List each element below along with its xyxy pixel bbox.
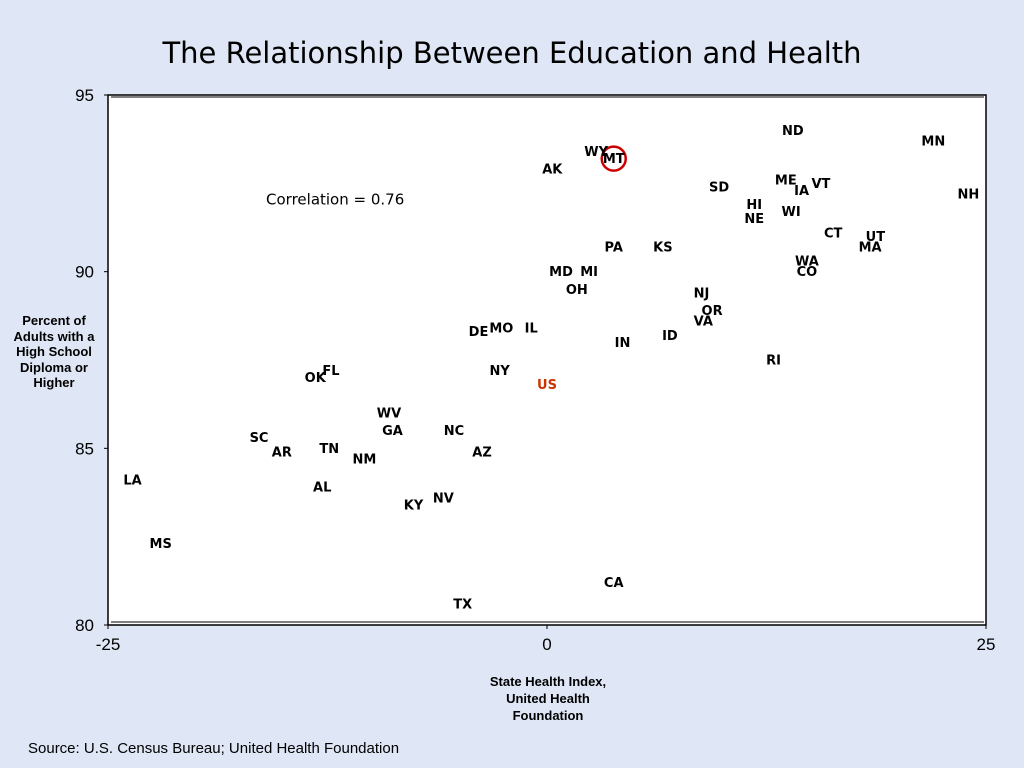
point-label-nm: NM bbox=[352, 452, 376, 467]
point-label-nc: NC bbox=[444, 424, 464, 439]
point-label-va: VA bbox=[694, 315, 713, 330]
x-tick-label: 25 bbox=[977, 635, 996, 654]
source-note: Source: U.S. Census Bureau; United Healt… bbox=[28, 740, 400, 757]
point-label-nh: NH bbox=[958, 187, 980, 202]
point-label-sc: SC bbox=[250, 431, 269, 446]
point-label-wi: WI bbox=[781, 205, 800, 220]
chart-title: The Relationship Between Education and H… bbox=[162, 36, 862, 70]
point-label-mo: MO bbox=[489, 322, 513, 337]
point-label-pa: PA bbox=[605, 240, 623, 255]
point-label-tn: TN bbox=[319, 442, 339, 457]
point-label-wa: WA bbox=[795, 255, 819, 270]
point-label-ms: MS bbox=[150, 537, 172, 552]
point-label-ak: AK bbox=[542, 163, 563, 178]
y-tick-label: 90 bbox=[75, 263, 94, 282]
point-label-nd: ND bbox=[782, 124, 804, 139]
point-label-wy: WY bbox=[584, 145, 608, 160]
point-label-co: CO bbox=[797, 265, 818, 280]
y-axis-label: Percent of Adults with a High School Dip… bbox=[2, 313, 106, 391]
x-axis-label-line: Foundation bbox=[512, 708, 584, 723]
point-label-ky: KY bbox=[404, 498, 424, 513]
y-tick-label: 95 bbox=[75, 86, 94, 105]
point-label-ca: CA bbox=[604, 576, 624, 591]
x-axis-label-line: United Health bbox=[506, 691, 590, 706]
x-axis-label: State Health Index, United Health Founda… bbox=[448, 673, 648, 724]
point-label-mt: MT bbox=[603, 152, 625, 167]
point-label-ny: NY bbox=[489, 364, 510, 379]
point-label-or: OR bbox=[702, 304, 723, 319]
y-axis-label-line: High School bbox=[16, 344, 92, 359]
point-label-ks: KS bbox=[653, 240, 672, 255]
point-label-md: MD bbox=[549, 265, 573, 280]
point-label-in: IN bbox=[615, 336, 631, 351]
point-label-de: DE bbox=[469, 325, 489, 340]
y-axis-label-line: Higher bbox=[33, 375, 75, 390]
point-label-nj: NJ bbox=[694, 286, 710, 301]
point-label-il: IL bbox=[525, 322, 538, 337]
point-label-mn: MN bbox=[921, 134, 945, 149]
point-label-ne: NE bbox=[744, 212, 764, 227]
x-tick-label: -25 bbox=[96, 635, 121, 654]
point-label-la: LA bbox=[123, 474, 141, 489]
plot-area bbox=[107, 94, 987, 626]
point-label-ma: MA bbox=[859, 240, 882, 255]
correlation-annotation: Correlation = 0.76 bbox=[266, 191, 404, 209]
point-label-tx: TX bbox=[453, 597, 472, 612]
point-label-ut: UT bbox=[866, 230, 886, 245]
point-label-ri: RI bbox=[766, 354, 781, 369]
point-label-ia: IA bbox=[794, 184, 809, 199]
point-label-ok: OK bbox=[305, 371, 327, 386]
y-axis-label-line: Adults with a bbox=[13, 328, 95, 344]
y-tick-label: 80 bbox=[75, 616, 94, 635]
point-label-wv: WV bbox=[377, 407, 401, 422]
point-label-fl: FL bbox=[322, 364, 339, 379]
point-label-oh: OH bbox=[566, 283, 588, 298]
x-tick-label: 0 bbox=[542, 635, 551, 654]
y-tick-label: 85 bbox=[75, 439, 94, 458]
y-axis-label-line: Diploma or bbox=[20, 359, 88, 375]
point-label-az: AZ bbox=[472, 445, 492, 460]
point-label-sd: SD bbox=[709, 180, 729, 195]
point-label-nv: NV bbox=[433, 491, 454, 506]
highlight-circle bbox=[600, 145, 627, 172]
point-label-us: US bbox=[537, 378, 557, 393]
point-label-hi: HI bbox=[746, 198, 762, 213]
point-label-mi: MI bbox=[580, 265, 598, 280]
x-axis-label-line: State Health Index, bbox=[489, 674, 607, 689]
point-label-me: ME bbox=[775, 173, 797, 188]
y-axis-label-line: Percent of bbox=[22, 313, 86, 328]
point-label-ga: GA bbox=[382, 424, 403, 439]
point-label-ar: AR bbox=[272, 445, 292, 460]
point-label-al: AL bbox=[313, 481, 331, 496]
point-label-vt: VT bbox=[811, 177, 830, 192]
point-label-id: ID bbox=[662, 329, 678, 344]
point-label-ct: CT bbox=[824, 226, 843, 241]
